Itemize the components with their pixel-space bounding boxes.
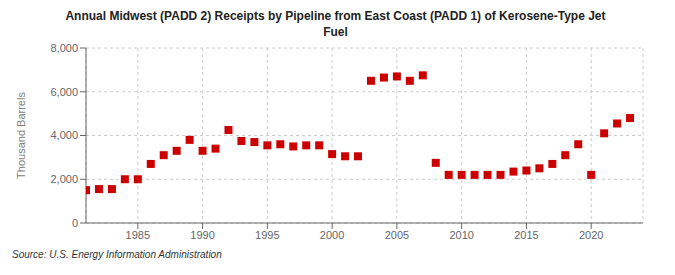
html-text:Source: U.S. Energy Informatio: Source: U.S. Energy Information Administ… — [12, 249, 222, 260]
svg-text:6,000: 6,000 — [50, 86, 78, 98]
svg-text:2005: 2005 — [385, 229, 409, 241]
html-text:Annual Midwest (PADD 2) Receip: Annual Midwest (PADD 2) Receipts by Pipe… — [65, 9, 606, 23]
svg-text:2000: 2000 — [320, 229, 344, 241]
svg-text:1990: 1990 — [190, 229, 214, 241]
html-text:Fuel: Fuel — [323, 25, 348, 39]
svg-text:0: 0 — [72, 217, 78, 229]
svg-text:4,000: 4,000 — [50, 129, 78, 141]
svg-text:1995: 1995 — [255, 229, 279, 241]
svg-text:8,000: 8,000 — [50, 42, 78, 54]
svg-text:2010: 2010 — [449, 229, 473, 241]
svg-text:2015: 2015 — [514, 229, 538, 241]
svg-text:2020: 2020 — [579, 229, 603, 241]
svg-text:1985: 1985 — [126, 229, 150, 241]
svg-text:2,000: 2,000 — [50, 173, 78, 185]
svg-text:Thousand Barrels: Thousand Barrels — [15, 92, 27, 179]
